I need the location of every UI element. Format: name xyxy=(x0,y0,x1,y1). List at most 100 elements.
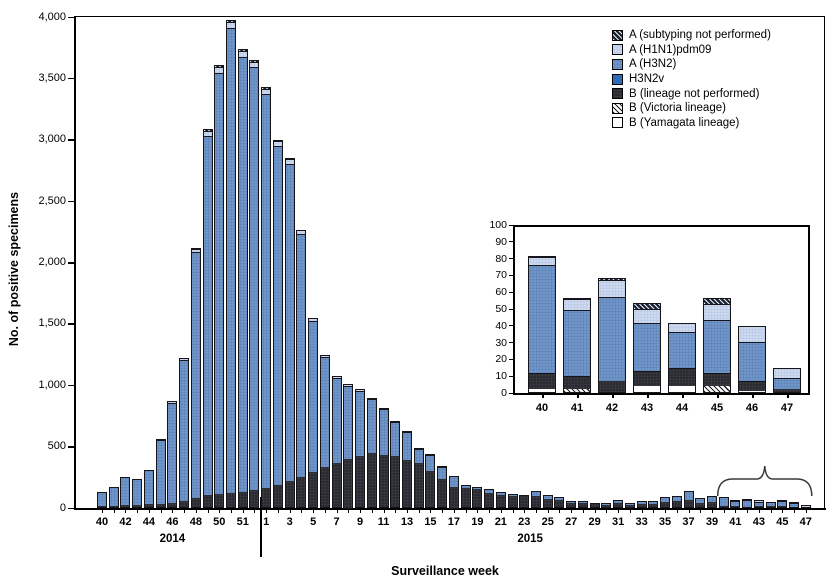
legend-item-h3n2: A (H3N2) xyxy=(612,57,771,72)
segment-h1n1 xyxy=(564,298,590,310)
segment-h3n2 xyxy=(774,378,800,390)
segment-h3n2 xyxy=(320,356,329,467)
segment-b xyxy=(344,459,353,508)
segment-h1n1 xyxy=(285,159,294,164)
segment-h1n1 xyxy=(262,88,271,94)
segment-h3n2 xyxy=(520,495,529,497)
bar-main-13 xyxy=(249,60,260,509)
segment-b xyxy=(238,491,247,508)
bar-main-42 xyxy=(589,502,600,509)
segment-b xyxy=(367,452,376,508)
inset-x-tick xyxy=(787,393,789,398)
x-tick-label: 33 xyxy=(635,516,648,528)
segment-b xyxy=(121,505,130,508)
segment-b xyxy=(590,504,599,508)
bar-main-32 xyxy=(472,486,483,509)
inset-right-frame xyxy=(808,225,810,395)
inset-x-tick-label: 43 xyxy=(640,402,654,414)
x-tick xyxy=(453,508,455,513)
segment-b xyxy=(144,504,153,508)
x-tick-label: 7 xyxy=(333,516,340,528)
y-tick xyxy=(68,323,74,325)
inset-y-tick xyxy=(509,342,513,344)
segment-sub xyxy=(634,303,660,309)
x-tick xyxy=(571,508,573,513)
x-tick xyxy=(254,508,256,513)
segment-h1n1 xyxy=(168,402,177,403)
segment-b xyxy=(356,455,365,508)
segment-h3n2 xyxy=(801,506,810,508)
x-axis-title: Surveillance week xyxy=(391,564,499,578)
x-tick xyxy=(277,508,279,513)
x-tick-label: 39 xyxy=(705,516,719,528)
x-tick xyxy=(794,508,796,513)
x-tick-label: 17 xyxy=(447,516,461,528)
segment-h3n2 xyxy=(739,341,765,382)
segment-h3n2 xyxy=(227,27,236,493)
segment-h3n2 xyxy=(614,501,623,504)
inset-y-tick-label: 100 xyxy=(489,219,507,231)
y-tick-label: 0 xyxy=(59,501,66,514)
bar-main-40 xyxy=(566,500,577,509)
legend-swatch-h3n2-icon xyxy=(612,58,623,70)
segment-h3n2 xyxy=(766,502,775,506)
x-tick xyxy=(547,508,549,513)
x-tick-label: 3 xyxy=(286,516,293,528)
segment-b xyxy=(766,505,775,507)
segment-sub xyxy=(599,278,625,280)
segment-sub xyxy=(704,298,730,304)
segment-h3n2 xyxy=(426,455,435,471)
y-tick xyxy=(68,200,74,203)
segment-h3n2 xyxy=(109,487,118,506)
segment-h3n2 xyxy=(778,501,787,507)
x-tick-label: 42 xyxy=(119,516,132,528)
x-tick xyxy=(301,508,303,513)
legend-label: A (H1N1)pdm09 xyxy=(629,43,712,56)
inset-x-tick xyxy=(612,393,614,398)
bar-main-6 xyxy=(167,401,178,509)
bar-main-56 xyxy=(753,500,764,509)
x-tick xyxy=(442,508,444,513)
segment-h3n2 xyxy=(344,385,353,460)
x-tick xyxy=(184,508,186,513)
x-tick xyxy=(160,508,162,513)
x-tick xyxy=(747,508,749,513)
x-tick-label: 51 xyxy=(236,516,249,528)
segment-h1n1 xyxy=(309,318,318,321)
bar-main-41 xyxy=(577,501,588,509)
bar-main-20 xyxy=(331,376,342,509)
x-tick xyxy=(711,508,713,513)
bar-inset-46 xyxy=(738,326,766,394)
bar-main-5 xyxy=(155,439,166,509)
x-tick-label: 41 xyxy=(729,516,742,528)
segment-h3n2 xyxy=(661,498,670,502)
bar-main-59 xyxy=(789,502,800,509)
segment-h3n2 xyxy=(156,440,165,504)
bar-main-14 xyxy=(261,87,272,509)
bar-main-39 xyxy=(554,497,565,509)
bar-main-49 xyxy=(671,495,682,509)
segment-b xyxy=(332,463,341,508)
inset-x-tick xyxy=(647,393,649,398)
segment-h3n2 xyxy=(414,449,423,464)
bar-main-57 xyxy=(765,501,776,509)
x-tick xyxy=(582,508,584,513)
segment-h1n1 xyxy=(344,385,353,386)
segment-h1n1 xyxy=(203,130,212,136)
segment-yam xyxy=(669,385,695,393)
x-tick xyxy=(536,508,537,513)
y-tick xyxy=(68,446,74,448)
segment-h3n2 xyxy=(707,496,716,502)
inset-y-tick-label: 40 xyxy=(495,319,507,332)
bar-main-8 xyxy=(190,247,201,509)
segment-b xyxy=(203,495,212,508)
bar-main-37 xyxy=(531,491,541,509)
segment-sub xyxy=(227,20,236,23)
segment-h1n1 xyxy=(529,256,555,265)
y-tick-label: 2,000 xyxy=(38,256,66,268)
x-tick xyxy=(172,508,174,513)
x-tick-label: 13 xyxy=(400,516,414,528)
segment-h3n2 xyxy=(332,377,341,464)
